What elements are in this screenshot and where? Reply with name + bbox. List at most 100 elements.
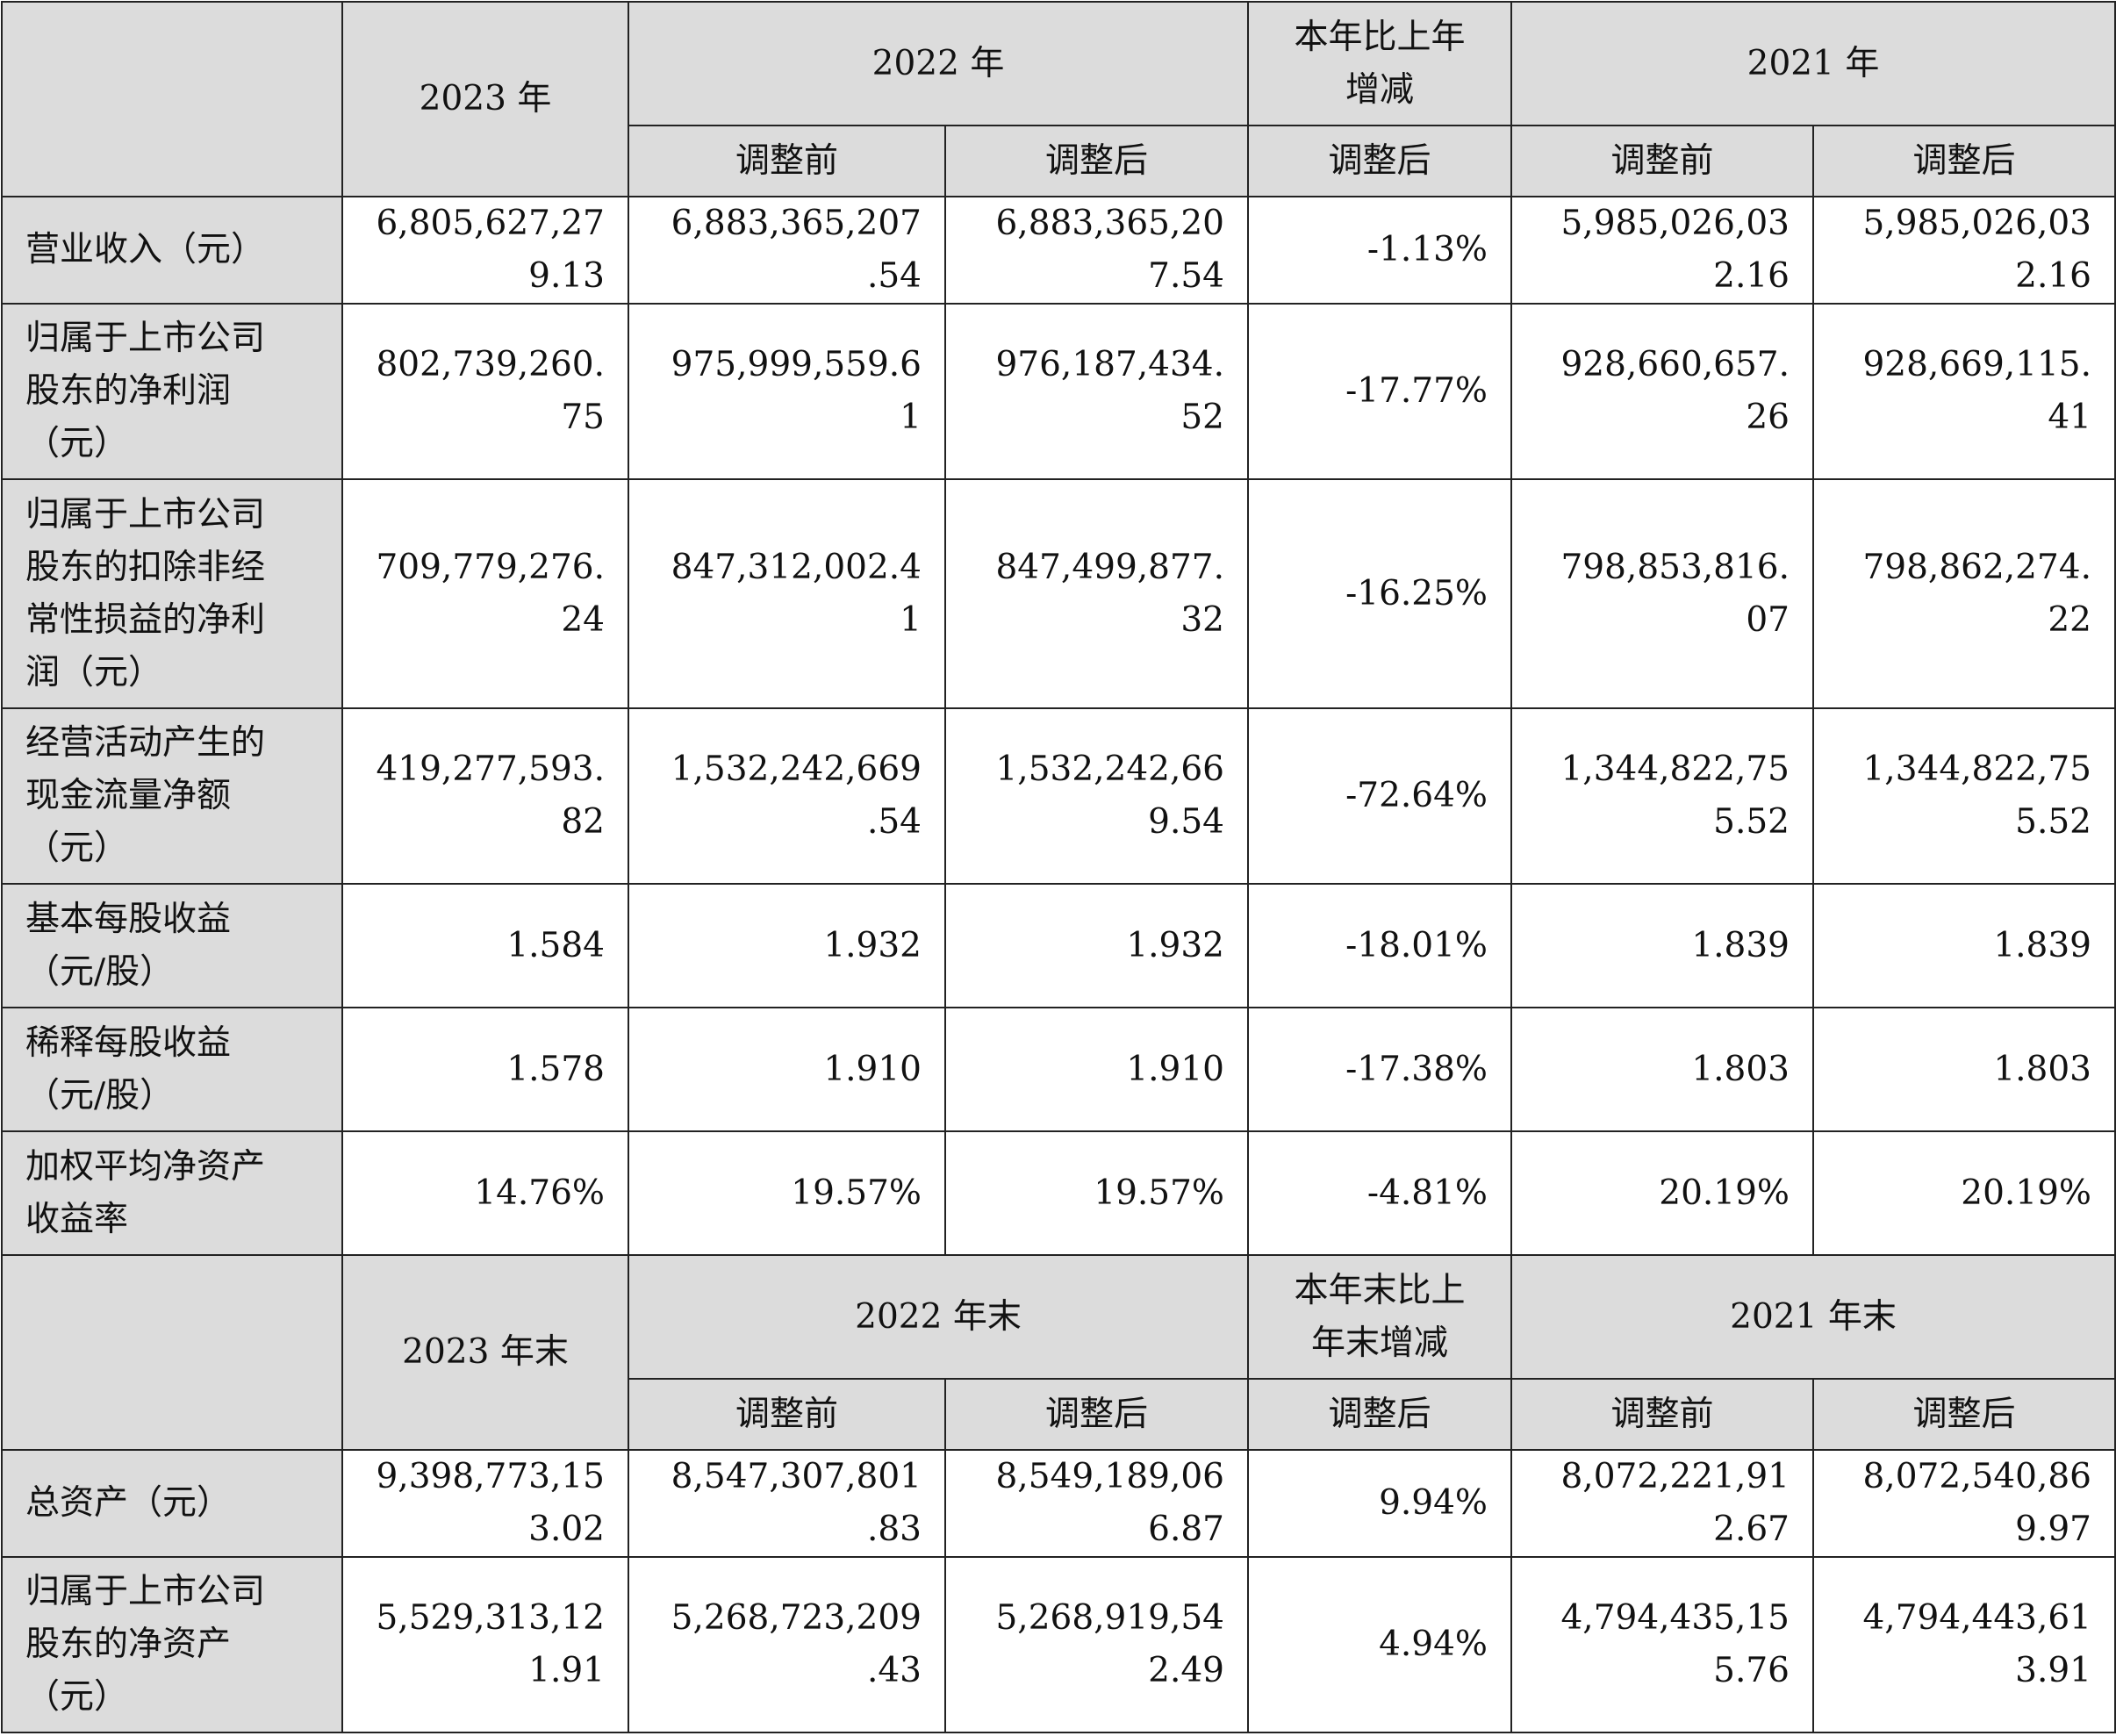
- income-header-row-1: 2023 年 2022 年 本年比上年 增减 2021 年: [1, 1, 2116, 197]
- value-2021-end-after: 8,072,540,86 9.97: [1812, 1449, 2116, 1558]
- value-2021-after: 5,985,026,03 2.16: [1812, 196, 2116, 305]
- header-2022-end-after: 调整后: [944, 1378, 1249, 1451]
- balance-header-row-2: 调整前 调整后 调整后 调整前 调整后: [2, 1378, 2116, 1451]
- value-2021-before: 1.803: [1510, 1007, 1814, 1132]
- value-2023: 1.584: [341, 883, 629, 1008]
- header-2023-end: 2023 年末: [341, 1254, 629, 1451]
- header-change-end-line-1: 本年末比上: [1294, 1270, 1466, 1310]
- value-2023: 14.76%: [341, 1130, 629, 1256]
- value-2022-after: 1.932: [944, 883, 1249, 1008]
- balance-header-corner-cell: [1, 1254, 343, 1451]
- header-change: 本年比上年 增减: [1247, 1, 1512, 126]
- value-2022-after: 976,187,434. 52: [944, 303, 1249, 480]
- value-2021-after: 20.19%: [1812, 1130, 2116, 1256]
- value-2022-after: 1.910: [944, 1007, 1249, 1132]
- value-2021-end-before: 4,794,435,15 5.76: [1510, 1556, 1814, 1733]
- table-row: 加权平均净资产 收益率 14.76% 19.57% 19.57% -4.81% 2…: [1, 1130, 2116, 1256]
- value-2023: 419,277,593. 82: [341, 707, 629, 885]
- header-2021-after: 调整后: [1812, 125, 2116, 197]
- value-2022-after: 1,532,242,66 9.54: [944, 707, 1249, 885]
- value-change: -72.64%: [1247, 707, 1512, 885]
- header-2021: 2021 年: [1510, 1, 2116, 126]
- value-2022-after: 19.57%: [944, 1130, 1249, 1256]
- value-2022-end-before: 5,268,723,209.43: [628, 1556, 946, 1733]
- value-2022-end-before: 8,547,307,801.83: [628, 1449, 946, 1558]
- value-2021-after: 1,344,822,75 5.52: [1812, 707, 2116, 885]
- income-header-row-2: 调整前 调整后 调整后 调整前 调整后: [2, 125, 2116, 197]
- value-2021-before: 5,985,026,03 2.16: [1510, 196, 1814, 305]
- row-label: 经营活动产生的 现金流量净额 （元）: [1, 707, 343, 885]
- header-2021-end-after: 调整后: [1812, 1378, 2116, 1451]
- table-row: 归属于上市公司 股东的净利润 （元） 802,739,260. 75 975,999,…: [1, 303, 2116, 480]
- row-label: 归属于上市公司 股东的扣除非经 常性损益的净利 润（元）: [1, 478, 343, 709]
- header-2022-end: 2022 年末: [628, 1254, 1249, 1380]
- value-2022-before: 19.57%: [628, 1130, 946, 1256]
- value-2021-after: 798,862,274. 22: [1812, 478, 2116, 709]
- table-row: 营业收入（元） 6,805,627,27 9.13 6,883,365,207.5…: [1, 196, 2116, 305]
- value-2022-before: 975,999,559.6 1: [628, 303, 946, 480]
- value-2021-before: 1.839: [1510, 883, 1814, 1008]
- value-2023-end: 9,398,773,15 3.02: [341, 1449, 629, 1558]
- value-2023-end: 5,529,313,12 1.91: [341, 1556, 629, 1733]
- header-change-end: 本年末比上 年末增减: [1247, 1254, 1512, 1380]
- header-change-end-line-2: 年末增减: [1310, 1323, 1448, 1363]
- value-2023: 709,779,276. 24: [341, 478, 629, 709]
- table-row: 归属于上市公司 股东的扣除非经 常性损益的净利 润（元） 709,779,276. 24…: [1, 478, 2116, 709]
- value-2023: 802,739,260. 75: [341, 303, 629, 480]
- value-2022-end-after: 8,549,189,06 6.87: [944, 1449, 1249, 1558]
- header-2021-end: 2021 年末: [1510, 1254, 2116, 1380]
- table-row: 总资产（元） 9,398,773,15 3.02 8,547,307,801.83…: [1, 1449, 2116, 1558]
- value-2022-after: 6,883,365,20 7.54: [944, 196, 1249, 305]
- header-2022: 2022 年: [628, 1, 1249, 126]
- value-2023: 1.578: [341, 1007, 629, 1132]
- value-2023: 6,805,627,27 9.13: [341, 196, 629, 305]
- table-row: 稀释每股收益 （元/股） 1.578 1.910 1.910 -17.38% 1.…: [1, 1007, 2116, 1132]
- header-2023: 2023 年: [341, 1, 629, 197]
- header-change-line-1: 本年比上年: [1294, 17, 1466, 57]
- header-2022-after: 调整后: [944, 125, 1249, 197]
- value-change: -17.38%: [1247, 1007, 1512, 1132]
- value-2021-after: 928,669,115. 41: [1812, 303, 2116, 480]
- row-label: 总资产（元）: [1, 1449, 343, 1558]
- value-2021-after: 1.803: [1812, 1007, 2116, 1132]
- row-label: 归属于上市公司 股东的净资产 （元）: [1, 1556, 343, 1733]
- value-2022-end-after: 5,268,919,54 2.49: [944, 1556, 1249, 1733]
- header-2021-end-before: 调整前: [1510, 1378, 1814, 1451]
- value-change-end: 9.94%: [1247, 1449, 1512, 1558]
- value-2022-before: 1.910: [628, 1007, 946, 1132]
- balance-header-row-1: 2023 年末 2022 年末 本年末比上 年末增减 2021 年末: [1, 1254, 2116, 1451]
- table-row: 经营活动产生的 现金流量净额 （元） 419,277,593. 82 1,532,24…: [1, 707, 2116, 885]
- value-2021-end-after: 4,794,443,61 3.91: [1812, 1556, 2116, 1733]
- value-2021-before: 798,853,816. 07: [1510, 478, 1814, 709]
- value-change: -17.77%: [1247, 303, 1512, 480]
- value-2021-before: 20.19%: [1510, 1130, 1814, 1256]
- header-2022-end-before: 调整前: [628, 1378, 946, 1451]
- header-change-line-2: 增减: [1345, 69, 1414, 110]
- value-2021-after: 1.839: [1812, 883, 2116, 1008]
- row-label: 稀释每股收益 （元/股）: [1, 1007, 343, 1132]
- header-corner-cell: [1, 1, 343, 197]
- value-change: -4.81%: [1247, 1130, 1512, 1256]
- row-label: 加权平均净资产 收益率: [1, 1130, 343, 1256]
- value-2022-before: 847,312,002.4 1: [628, 478, 946, 709]
- value-change-end: 4.94%: [1247, 1556, 1512, 1733]
- value-2022-before: 1,532,242,669.54: [628, 707, 946, 885]
- value-change: -1.13%: [1247, 196, 1512, 305]
- row-label: 归属于上市公司 股东的净利润 （元）: [1, 303, 343, 480]
- header-2021-before: 调整前: [1510, 125, 1814, 197]
- value-2022-before: 6,883,365,207.54: [628, 196, 946, 305]
- header-2022-before: 调整前: [628, 125, 946, 197]
- value-change: -18.01%: [1247, 883, 1512, 1008]
- header-change-after: 调整后: [1247, 125, 1512, 197]
- value-2021-before: 928,660,657. 26: [1510, 303, 1814, 480]
- value-2021-end-before: 8,072,221,91 2.67: [1510, 1449, 1814, 1558]
- value-change: -16.25%: [1247, 478, 1512, 709]
- row-label: 营业收入（元）: [1, 196, 343, 305]
- value-2022-after: 847,499,877. 32: [944, 478, 1249, 709]
- table-row: 基本每股收益 （元/股） 1.584 1.932 1.932 -18.01% 1.…: [1, 883, 2116, 1008]
- table-row: 归属于上市公司 股东的净资产 （元） 5,529,313,12 1.91 5,268,…: [1, 1556, 2116, 1733]
- value-2022-before: 1.932: [628, 883, 946, 1008]
- row-label: 基本每股收益 （元/股）: [1, 883, 343, 1008]
- value-2021-before: 1,344,822,75 5.52: [1510, 707, 1814, 885]
